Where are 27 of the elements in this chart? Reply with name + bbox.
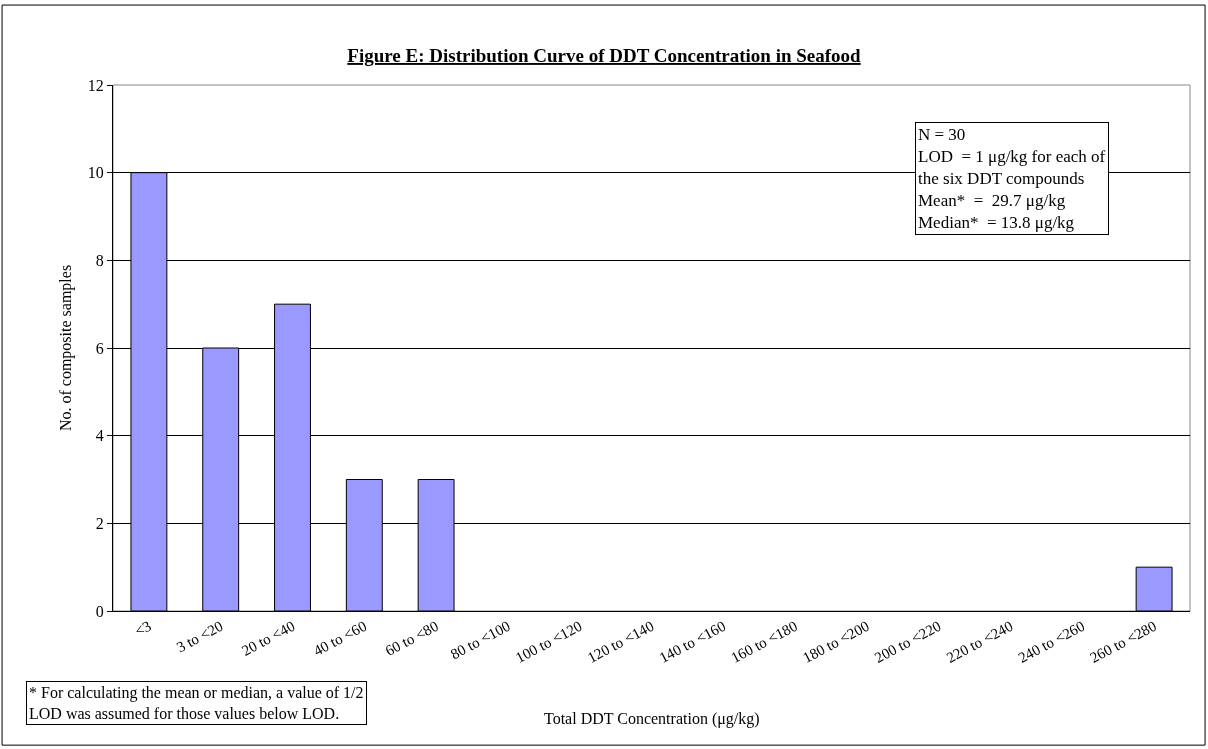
x-tick-label: <3 [132, 617, 154, 640]
x-tick-label: 140 to <160 [656, 617, 729, 666]
x-axis-title: Total DDT Concentration (μg/kg) [544, 710, 760, 728]
x-tick-label: 240 to <260 [1015, 617, 1088, 666]
y-tick-label: 12 [87, 76, 104, 94]
x-tick-label: 80 to <100 [447, 617, 513, 663]
annotation: N = 30 LOD = 1 μg/kg for each of the six DDT compounds Mean* = 29.7 μg/kg Median* = 13.8 μg/kg [918, 125, 1106, 233]
y-tick-label: 4 [95, 427, 104, 445]
x-tick-label: 120 to <140 [584, 617, 657, 666]
x-tick-label: 220 to <240 [943, 617, 1016, 666]
x-tick-label: 3 to <20 [173, 617, 226, 656]
y-tick-label: 6 [95, 339, 104, 357]
y-axis-title: No. of composite samples [56, 264, 75, 432]
x-tick-label: 260 to <280 [1087, 617, 1160, 666]
text: * For calculating the mean or median, a value of 1/2 LOD was assumed for those values below LOD. [29, 684, 364, 722]
x-tick-label: 60 to <80 [382, 617, 442, 659]
x-tick-label: 180 to <200 [800, 617, 872, 666]
x-tick-label: 40 to <60 [310, 617, 370, 659]
x-tick-label: 100 to <120 [512, 617, 585, 666]
x-tick-label: 200 to <220 [871, 617, 944, 666]
y-tick-label: 0 [95, 602, 104, 620]
chart-title: Figure E: Distribution Curve of DDT Concentration in Seafood [347, 44, 862, 66]
y-tick-label: 2 [95, 514, 104, 532]
x-tick-label: 20 to <40 [239, 617, 298, 659]
y-tick-label: 8 [95, 251, 104, 269]
x-tick-label: 160 to <180 [728, 617, 801, 666]
y-tick-label: 10 [87, 164, 104, 182]
